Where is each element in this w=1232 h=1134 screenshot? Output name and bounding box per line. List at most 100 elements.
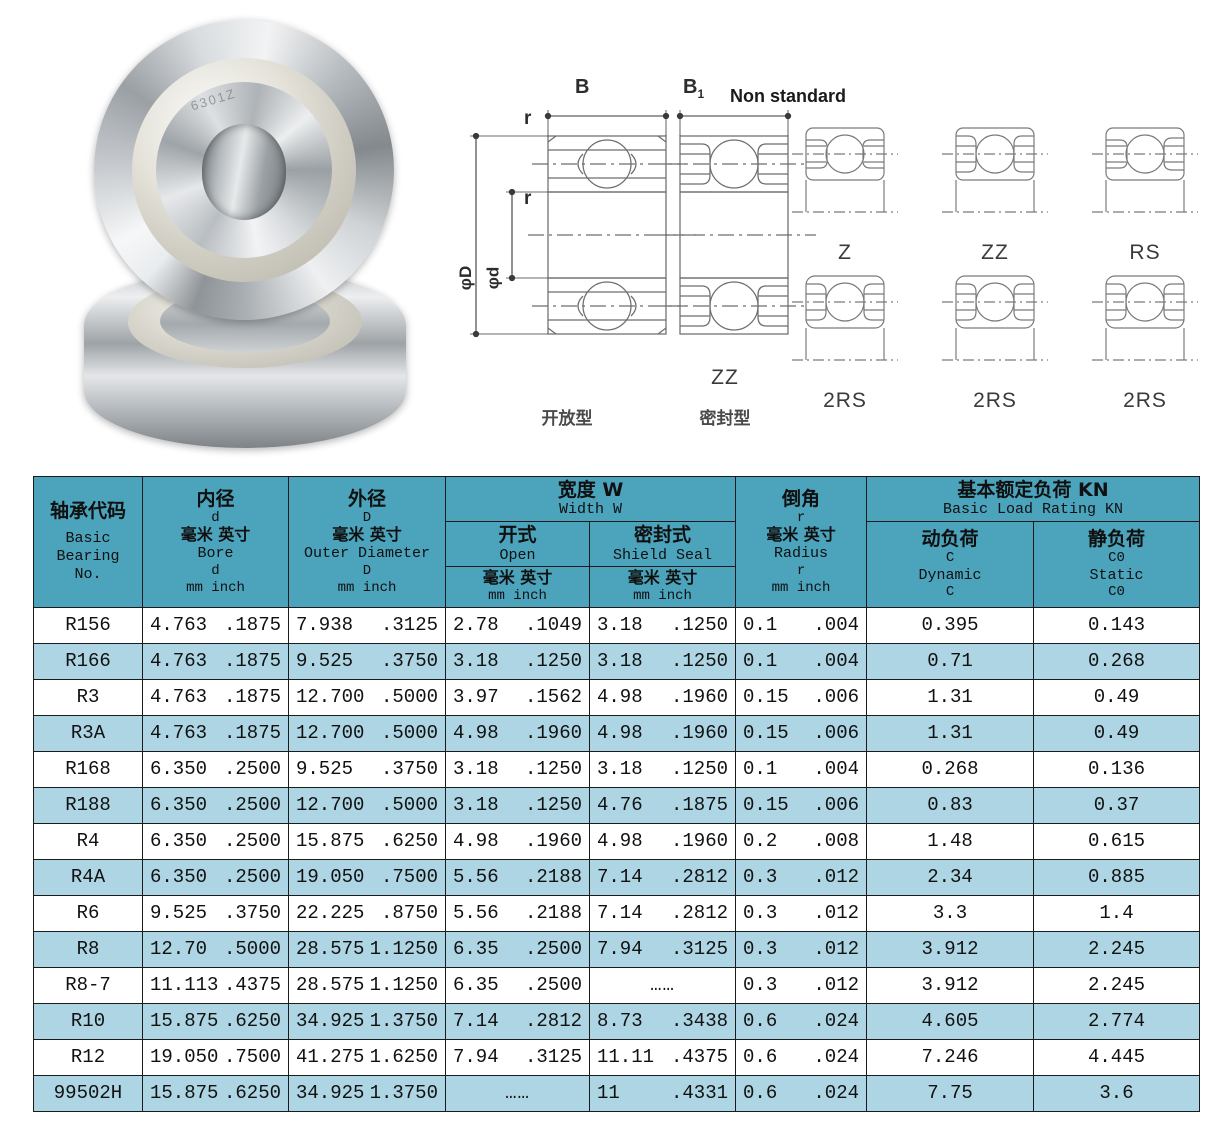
cell-outer-diameter: 41.275 1.6250 [288,1038,446,1076]
cell-bore-mm: 12.70 [150,938,208,961]
cell-dynamic-load-value: 1.31 [927,686,973,709]
cell-bore: 15.875.6250 [142,1002,289,1040]
cell-outer-diameter-mm: 15.875 [296,830,365,853]
cell-dynamic-load: 7.246 [866,1038,1035,1076]
cell-static-load-value: 0.143 [1088,614,1146,637]
cell-outer-diameter-inch: .3750 [380,650,438,673]
cell-dynamic-load-value: 3.912 [921,974,979,997]
cell-outer-diameter-inch: 1.1250 [369,938,438,961]
cell-width-shield-mm: 4.98 [597,830,643,853]
cell-outer-diameter-mm: 28.575 [296,974,365,997]
cell-width-shield-mm: 7.14 [597,902,643,925]
cell-bearing-code: R166 [33,642,143,680]
variant-2rs-3-drawing [1092,275,1198,361]
cell-bore-mm: 4.763 [150,722,208,745]
th-open-en: Open [499,546,536,564]
th-bearing-code-en1: Basic [65,530,111,548]
th-radius-en: Radius [774,545,829,563]
cell-width-open-inch: .2188 [524,866,582,889]
cell-outer-diameter-inch: .8750 [380,902,438,925]
cell-bore: 11.113.4375 [142,966,289,1004]
cell-width-shield-inch: .4375 [671,1046,729,1069]
cell-dynamic-load: 1.48 [866,822,1035,860]
cell-width-shield: 11 .4331 [588,1074,737,1112]
cell-width-open: 4.98 .1960 [445,822,590,860]
variant-rs: RS [1080,122,1220,264]
cell-radius: 0.3 .012 [735,858,868,896]
cell-radius-inch: .004 [813,758,860,781]
cell-width-open-inch: .1960 [524,722,582,745]
cell-radius-inch: .012 [813,938,860,961]
cell-width-shield: 4.98 .1960 [588,822,737,860]
cell-width-open-mm: 4.98 [453,722,499,745]
cell-width-open: 7.94 .3125 [445,1038,590,1076]
cell-bearing-code-value: R6 [76,902,100,925]
cell-radius-mm: 0.2 [743,830,778,853]
cell-bearing-code-value: R8 [76,938,100,961]
cell-dynamic-load: 3.3 [866,894,1035,932]
cell-width-open-inch: .1250 [524,794,582,817]
cell-width-shield-mm: 7.14 [597,866,643,889]
cell-bore-mm: 9.525 [150,902,208,925]
cell-width-shield-inch: .4331 [671,1082,729,1105]
dim-label-phi-d: φd [483,266,503,290]
th-static-sym: C0 [1108,550,1125,567]
variant-2rs-1-drawing [792,275,898,361]
cell-width-open-inch: .1562 [524,686,582,709]
cell-dynamic-load: 3.912 [866,966,1035,1004]
cell-bore: 4.763 .1875 [142,642,289,680]
cell-dynamic-load: 4.605 [866,1002,1035,1040]
cell-bearing-code-value: R166 [65,650,111,673]
cell-bore-inch: .2500 [223,794,281,817]
cell-width-open: 7.14 .2812 [445,1002,590,1040]
cell-bore-inch: .2500 [223,830,281,853]
cell-width-shield-inch: .1250 [671,650,729,673]
cell-radius-mm: 0.6 [743,1010,778,1033]
cell-bearing-code: R4 [33,822,143,860]
cell-outer-diameter: 12.700 .5000 [288,714,446,752]
cell-outer-diameter: 28.575 1.1250 [288,930,446,968]
cell-radius-mm: 0.15 [743,686,789,709]
cell-width-open-mm: 4.98 [453,830,499,853]
cell-width-open-mm: 3.97 [453,686,499,709]
cell-dynamic-load-value: 0.71 [927,650,973,673]
cell-dynamic-load: 0.83 [866,786,1035,824]
cell-bearing-code: R3 [33,678,143,716]
cell-width-open-mm: 7.14 [453,1010,499,1033]
dim-label-r-lower: r [524,188,532,209]
cell-static-load-value: 0.615 [1088,830,1146,853]
cell-radius-inch: .024 [813,1010,860,1033]
cell-bore-inch: .5000 [223,938,281,961]
cell-width-shield-mm: 3.18 [597,614,643,637]
table-row: R3 4.763 .1875 12.700 .5000 3.97 .1562 4.98 .196… [33,678,1201,716]
cell-bearing-code: R188 [33,786,143,824]
cell-static-load: 2.774 [1033,1002,1201,1040]
cell-static-load-value: 0.49 [1093,686,1140,709]
cell-width-shield-inch: .1875 [671,794,729,817]
th-bore-cn-units: 毫米 英寸 [180,525,251,545]
cell-width-open: 5.56 .2188 [445,858,590,896]
cell-outer-diameter: 9.525 .3750 [288,750,446,788]
table-row: R4A 6.350 .2500 19.050 .7500 5.56 .2188 7.14 .28… [33,858,1201,896]
th-static-cn: 静负荷 [1088,527,1146,550]
th-open-cn-units: 毫米 英寸 [482,568,553,588]
cell-width-shield-mm: 3.18 [597,650,643,673]
cell-width-open: 5.56 .2188 [445,894,590,932]
table-row: R188 6.350 .2500 12.700 .5000 3.18 .1250 4.76 .1… [33,786,1201,824]
cell-static-load-value: 3.6 [1099,1082,1134,1105]
cell-width-shield-inch: .3125 [671,938,729,961]
th-dynamic-en: Dynamic [918,566,982,584]
cell-dynamic-load: 7.75 [866,1074,1035,1112]
th-shield-cn: 密封式 [634,524,692,547]
cell-width-open: …… [445,1074,590,1112]
cell-bore: 4.763 .1875 [142,606,289,644]
cell-width-open: 3.18 .1250 [445,642,590,680]
cell-outer-diameter-mm: 34.925 [296,1010,365,1033]
variant-2rs-2-drawing [942,275,1048,361]
cell-bearing-code-value: R4 [76,830,100,853]
th-radius-en-sym: r [796,563,806,580]
th-dynamic-cn: 动负荷 [921,527,979,550]
dim-label-B: B [575,76,590,98]
cell-bore-inch: .4375 [223,974,281,997]
th-bore-en-sym: d [211,563,220,580]
